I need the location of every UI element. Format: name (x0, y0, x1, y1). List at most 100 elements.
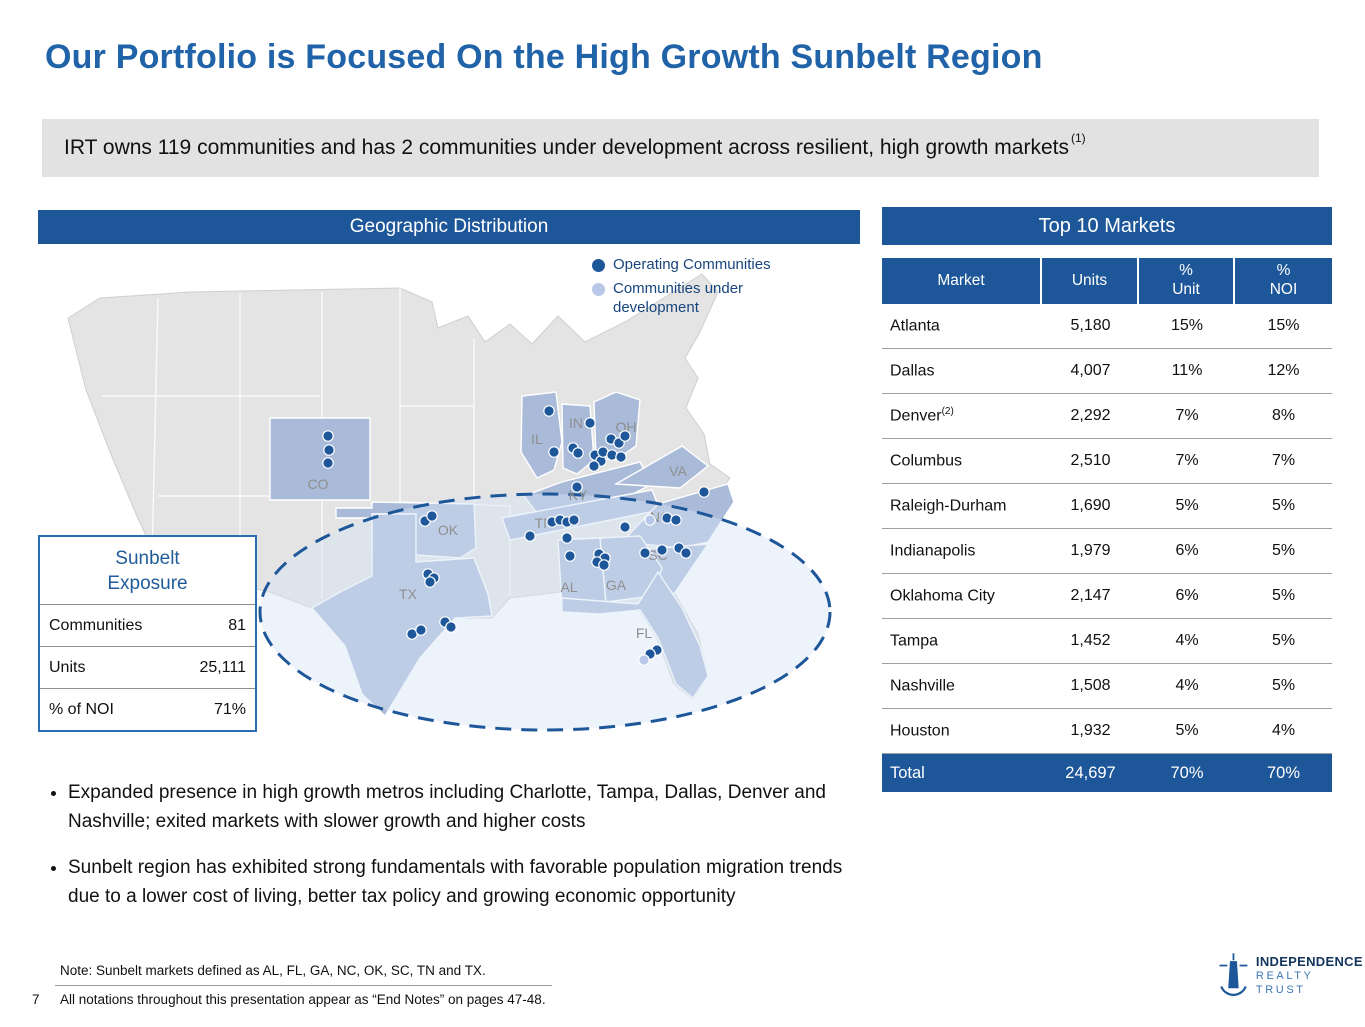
pct-noi-value: 8% (1271, 407, 1296, 424)
state-label-ga: GA (606, 577, 627, 593)
column-header-pct-unit: % Unit (1139, 258, 1235, 304)
operating-community-dot (524, 530, 536, 542)
community-dots (322, 405, 710, 666)
pct-unit-value: 4% (1175, 677, 1199, 694)
units-value: 2,147 (1070, 587, 1111, 604)
market-name: Denver(2) (890, 406, 954, 425)
units-value: 4,007 (1070, 362, 1111, 379)
column-header-pct-noi: % NOI (1269, 262, 1298, 298)
pct-noi-value: 5% (1271, 632, 1296, 649)
pct-unit-value: 5% (1175, 722, 1199, 739)
sunbelt-noi-label: % of NOI (49, 700, 114, 718)
top-markets-table: Market Units % Unit % NOI Atlanta 5,180 15… (882, 258, 1332, 792)
operating-community-dot (564, 550, 576, 562)
operating-community-dot (322, 457, 334, 469)
state-label-co: CO (308, 476, 329, 492)
operating-community-dot (561, 532, 573, 544)
pct-noi-value: 4% (1271, 722, 1296, 739)
operating-community-dot (568, 514, 580, 526)
market-name: Dallas (890, 362, 935, 380)
pct-noi-value: 5% (1271, 587, 1296, 604)
units-value: 1,932 (1070, 722, 1111, 739)
sunbelt-units-value: 25,111 (199, 658, 246, 676)
legend-development: Communities under development (592, 280, 781, 318)
operating-community-dot (598, 559, 610, 571)
legend-operating-label: Operating Communities (613, 256, 771, 273)
units-value: 5,180 (1070, 317, 1111, 334)
state-fl (561, 570, 709, 700)
operating-community-dot (656, 544, 668, 556)
sunbelt-definition-note: Note: Sunbelt markets defined as AL, FL,… (60, 963, 486, 978)
market-name: Indianapolis (890, 542, 976, 560)
market-name: Columbus (890, 452, 963, 470)
state-label-in: IN (569, 415, 583, 431)
sunbelt-row-noi: % of NOI 71% (40, 688, 255, 730)
sunbelt-communities-label: Communities (49, 616, 143, 634)
pct-unit-value: 7% (1175, 452, 1199, 469)
legend-development-label: Communities under development (613, 279, 744, 316)
units-value: 1,690 (1070, 497, 1111, 514)
state-label-al: AL (560, 579, 577, 595)
table-row: Tampa 1,452 4% 5% (882, 619, 1332, 664)
operating-community-dot (548, 446, 560, 458)
pct-unit-value: 15% (1170, 317, 1204, 334)
page-number: 7 (32, 992, 40, 1007)
summary-banner-text: IRT owns 119 communities and has 2 commu… (64, 136, 1069, 159)
sunbelt-units-label: Units (49, 658, 86, 676)
pct-unit-value: 6% (1175, 587, 1199, 604)
operating-community-dot (698, 486, 710, 498)
pct-unit-value: 6% (1175, 542, 1199, 559)
state-co (269, 417, 371, 501)
sunbelt-exposure-box: Sunbelt Exposure Communities 81 Units 25… (38, 535, 257, 733)
operating-community-dot (680, 547, 692, 559)
pct-noi-value: 5% (1271, 497, 1296, 514)
operating-community-dot (415, 624, 427, 636)
table-row: Dallas 4,007 11% 12% (882, 349, 1332, 394)
footer-divider (55, 985, 552, 986)
units-value: 1,452 (1070, 632, 1111, 649)
operating-community-dot (323, 444, 335, 456)
operating-community-dot (588, 460, 600, 472)
operating-community-dot (615, 451, 627, 463)
geographic-distribution-header: Geographic Distribution (38, 210, 860, 244)
end-notes-footnote: All notations throughout this presentati… (60, 992, 546, 1007)
operating-community-dot (424, 576, 436, 588)
table-row: Oklahoma City 2,147 6% 5% (882, 574, 1332, 619)
total-units: 24,697 (1065, 763, 1116, 782)
table-header-row: Market Units % Unit % NOI (882, 258, 1332, 304)
company-logo: INDEPENDENCE REALTY TRUST (1216, 950, 1365, 1002)
state-boundary-lines (102, 288, 511, 598)
pct-noi-value: 15% (1267, 317, 1300, 334)
operating-community-dot (543, 405, 555, 417)
sunbelt-communities-value: 81 (228, 616, 246, 634)
sunbelt-row-communities: Communities 81 (40, 604, 255, 646)
market-name: Tampa (890, 632, 939, 650)
sunbelt-row-units: Units 25,111 (40, 646, 255, 688)
operating-community-dot (571, 481, 583, 493)
total-pct-unit: 70% (1170, 763, 1204, 782)
operating-dot-icon (592, 259, 605, 272)
bullet-item: Sunbelt region has exhibited strong fund… (68, 853, 848, 912)
development-dot-icon (592, 282, 605, 296)
pct-unit-value: 5% (1175, 497, 1199, 514)
state-label-oh: OH (616, 419, 637, 435)
lighthouse-icon (1219, 953, 1248, 996)
state-label-tx: TX (399, 586, 418, 602)
market-name: Atlanta (890, 317, 940, 335)
bullet-item: Expanded presence in high growth metros … (68, 778, 848, 837)
table-row: Nashville 1,508 4% 5% (882, 664, 1332, 709)
pct-noi-value: 12% (1267, 362, 1300, 379)
units-value: 1,508 (1070, 677, 1111, 694)
operating-community-dot (322, 430, 334, 442)
table-row: Indianapolis 1,979 6% 5% (882, 529, 1332, 574)
operating-community-dot (619, 521, 631, 533)
market-name: Nashville (890, 677, 955, 695)
development-community-dot (644, 514, 656, 526)
bullet-list: Expanded presence in high growth metros … (40, 778, 848, 928)
operating-community-dot (670, 514, 682, 526)
pct-noi-value: 7% (1271, 452, 1296, 469)
banner-footnote-marker: (1) (1071, 131, 1086, 145)
pct-noi-value: 5% (1271, 542, 1296, 559)
column-header-market: Market (882, 258, 1042, 304)
